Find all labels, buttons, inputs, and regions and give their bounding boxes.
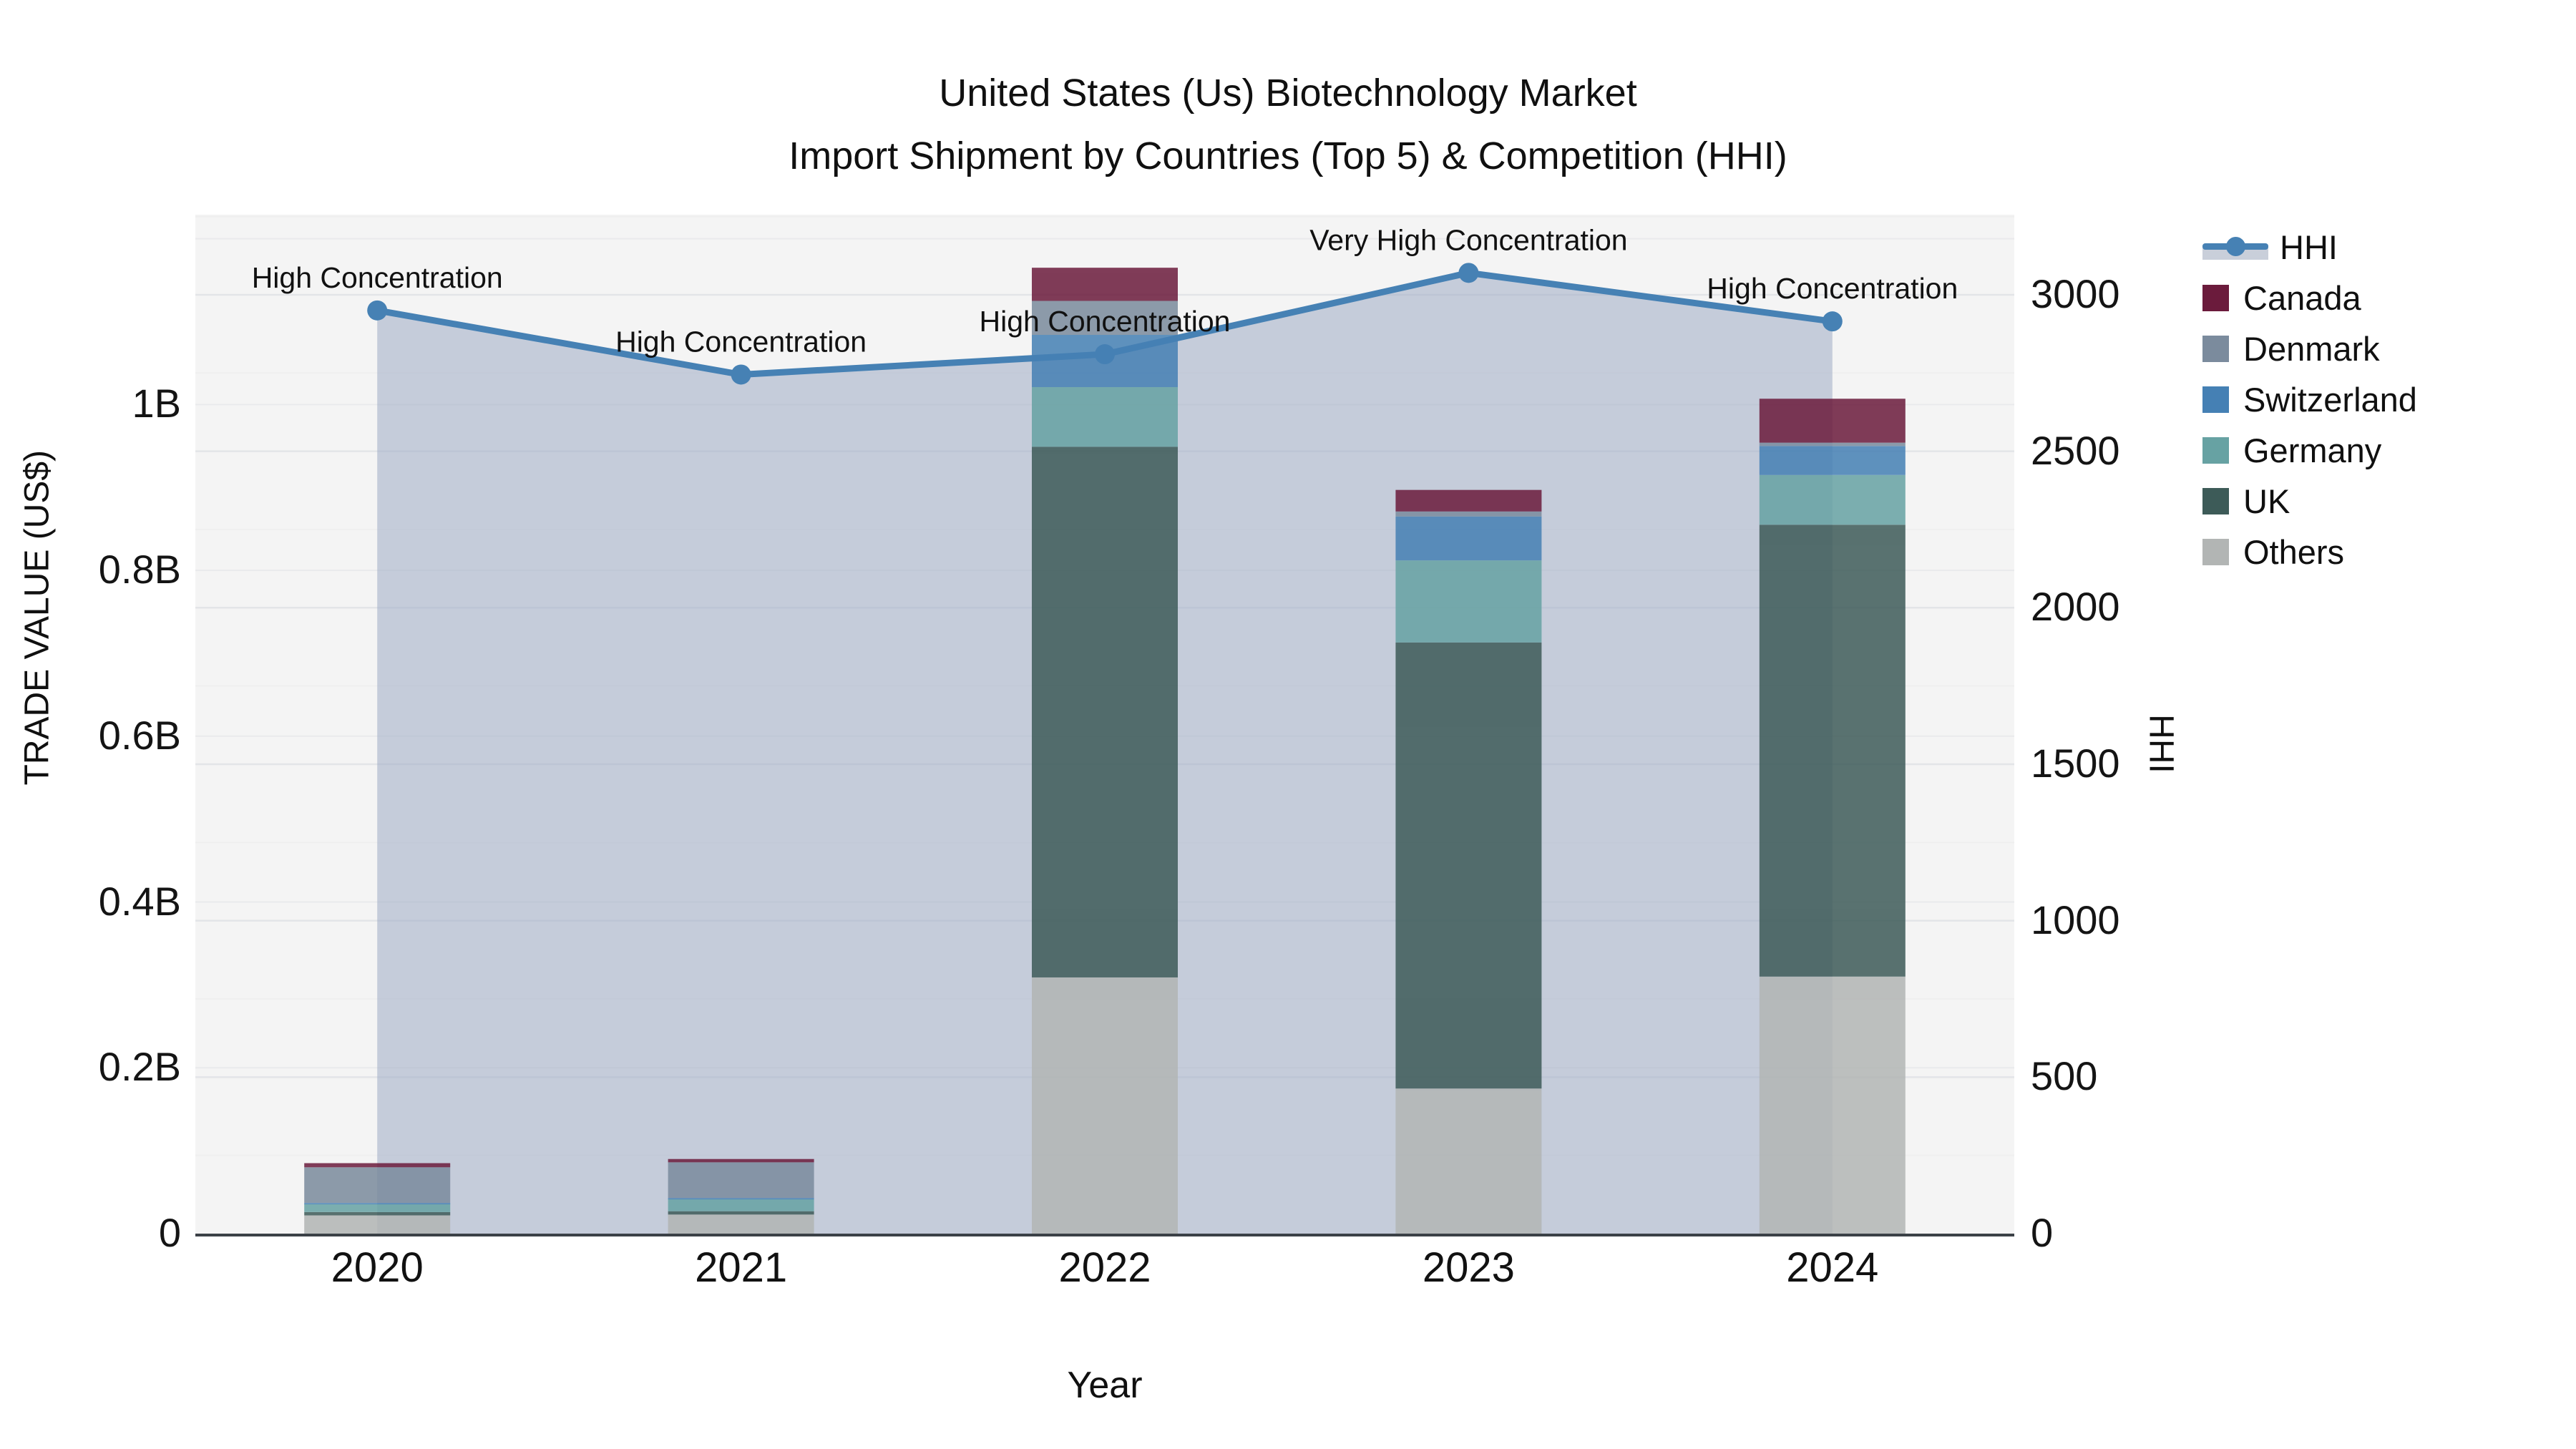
x-tick-2023: 2023 [1422, 1244, 1515, 1291]
bar-segment-2020-switzerland[interactable] [304, 1203, 451, 1205]
bar-segment-2023-denmark[interactable] [1395, 511, 1542, 517]
annotation-2020: High Concentration [252, 261, 503, 294]
hhi-line-sample-icon [2202, 233, 2268, 262]
bar-segment-2020-others[interactable] [304, 1215, 451, 1234]
legend-item-uk[interactable]: UK [2202, 476, 2575, 527]
left-tick-1B: 1B [132, 381, 182, 426]
right-tick-3000: 3000 [2031, 270, 2120, 316]
bar-segment-2020-germany[interactable] [304, 1204, 451, 1212]
bar-segment-2024-canada[interactable] [1759, 399, 1906, 443]
right-axis-ticks: 0 500 1000 1500 2000 2500 3000 [2031, 0, 2317, 1449]
x-tick-2021: 2021 [695, 1244, 788, 1291]
annotation-2023: Very High Concentration [1309, 223, 1627, 256]
legend-item-germany[interactable]: Germany [2202, 425, 2575, 476]
right-tick-2500: 2500 [2031, 427, 2120, 473]
legend-label: Germany [2243, 431, 2382, 469]
bar-segment-2020-uk[interactable] [304, 1211, 451, 1216]
bar-segment-2022-canada[interactable] [1032, 268, 1178, 301]
right-tick-2000: 2000 [2031, 584, 2120, 630]
legend-item-denmark[interactable]: Denmark [2202, 323, 2575, 374]
legend-label: HHI [2280, 228, 2338, 266]
left-tick-0: 0 [158, 1210, 181, 1255]
legend-label: Canada [2243, 279, 2361, 317]
left-tick-0.8B: 0.8B [98, 547, 181, 592]
chart-title-line2: Import Shipment by Countries (Top 5) & C… [789, 135, 1787, 177]
left-tick-0.2B: 0.2B [98, 1044, 181, 1090]
hhi-marker-2021[interactable] [731, 364, 751, 385]
hhi-marker-2024[interactable] [1822, 311, 1843, 332]
x-tick-2020: 2020 [331, 1244, 424, 1291]
x-tick-2024: 2024 [1786, 1244, 1879, 1291]
right-tick-1500: 1500 [2031, 740, 2120, 786]
annotation-2022: High Concentration [980, 305, 1231, 338]
x-tick-2022: 2022 [1058, 1244, 1151, 1291]
bar-segment-2021-canada[interactable] [668, 1158, 814, 1163]
bar-segment-2021-switzerland[interactable] [668, 1198, 814, 1200]
left-tick-0.6B: 0.6B [98, 712, 181, 758]
bar-segment-2021-germany[interactable] [668, 1199, 814, 1211]
bar-segment-2021-others[interactable] [668, 1214, 814, 1234]
legend-swatch-denmark [2202, 336, 2229, 362]
annotation-2024: High Concentration [1707, 272, 1958, 305]
legend-swatch-others [2202, 539, 2229, 565]
legend-swatch-uk [2202, 488, 2229, 514]
bar-segment-2023-germany[interactable] [1395, 560, 1542, 643]
annotation-2021: High Concentration [615, 325, 867, 358]
legend: HHI Canada Denmark Switzerland Germany UK Othe… [2202, 222, 2575, 577]
right-tick-500: 500 [2031, 1053, 2098, 1099]
chart-title-line1: United States (Us) Biotechnology Market [939, 72, 1637, 114]
right-tick-0: 0 [2031, 1210, 2054, 1255]
x-axis-title: Year [1067, 1365, 1143, 1406]
legend-item-others[interactable]: Others [2202, 527, 2575, 577]
legend-label: Denmark [2243, 330, 2380, 368]
legend-swatch-switzerland [2202, 386, 2229, 413]
bar-segment-2023-others[interactable] [1395, 1088, 1542, 1234]
legend-swatch-canada [2202, 285, 2229, 311]
bar-segment-2024-uk[interactable] [1759, 525, 1906, 977]
bar-segment-2020-denmark[interactable] [304, 1167, 451, 1204]
bar-segment-2024-switzerland[interactable] [1759, 446, 1906, 475]
bar-segment-2024-others[interactable] [1759, 976, 1906, 1234]
left-axis-ticks: 0 0.2B 0.4B 0.6B 0.8B 1B [0, 0, 181, 1449]
legend-label: Switzerland [2243, 381, 2417, 419]
bar-segment-2024-denmark[interactable] [1759, 442, 1906, 447]
bar-segment-2021-uk[interactable] [668, 1211, 814, 1215]
bars-layer [304, 268, 1906, 1234]
bar-segment-2021-denmark[interactable] [668, 1162, 814, 1199]
chart-title: United States (Us) Biotechnology Market … [0, 62, 2576, 187]
bar-segment-2023-uk[interactable] [1395, 642, 1542, 1089]
legend-label: Others [2243, 533, 2345, 571]
legend-swatch-germany [2202, 437, 2229, 464]
bar-segment-2024-germany[interactable] [1759, 474, 1906, 525]
bar-segment-2022-germany[interactable] [1032, 387, 1178, 447]
bar-segment-2020-canada[interactable] [304, 1163, 451, 1168]
bar-segment-2023-canada[interactable] [1395, 489, 1542, 512]
hhi-marker-2023[interactable] [1458, 263, 1479, 283]
hhi-marker-2020[interactable] [367, 300, 388, 321]
bar-segment-2022-uk[interactable] [1032, 447, 1178, 977]
legend-label: UK [2243, 482, 2290, 520]
right-tick-1000: 1000 [2031, 897, 2120, 942]
bar-segment-2022-switzerland[interactable] [1032, 335, 1178, 388]
left-tick-0.4B: 0.4B [98, 878, 181, 924]
bar-segment-2022-denmark[interactable] [1032, 301, 1178, 336]
legend-item-hhi[interactable]: HHI [2202, 222, 2575, 273]
legend-item-switzerland[interactable]: Switzerland [2202, 374, 2575, 425]
bar-segment-2022-others[interactable] [1032, 977, 1178, 1234]
bar-segment-2023-switzerland[interactable] [1395, 516, 1542, 561]
legend-item-canada[interactable]: Canada [2202, 273, 2575, 323]
